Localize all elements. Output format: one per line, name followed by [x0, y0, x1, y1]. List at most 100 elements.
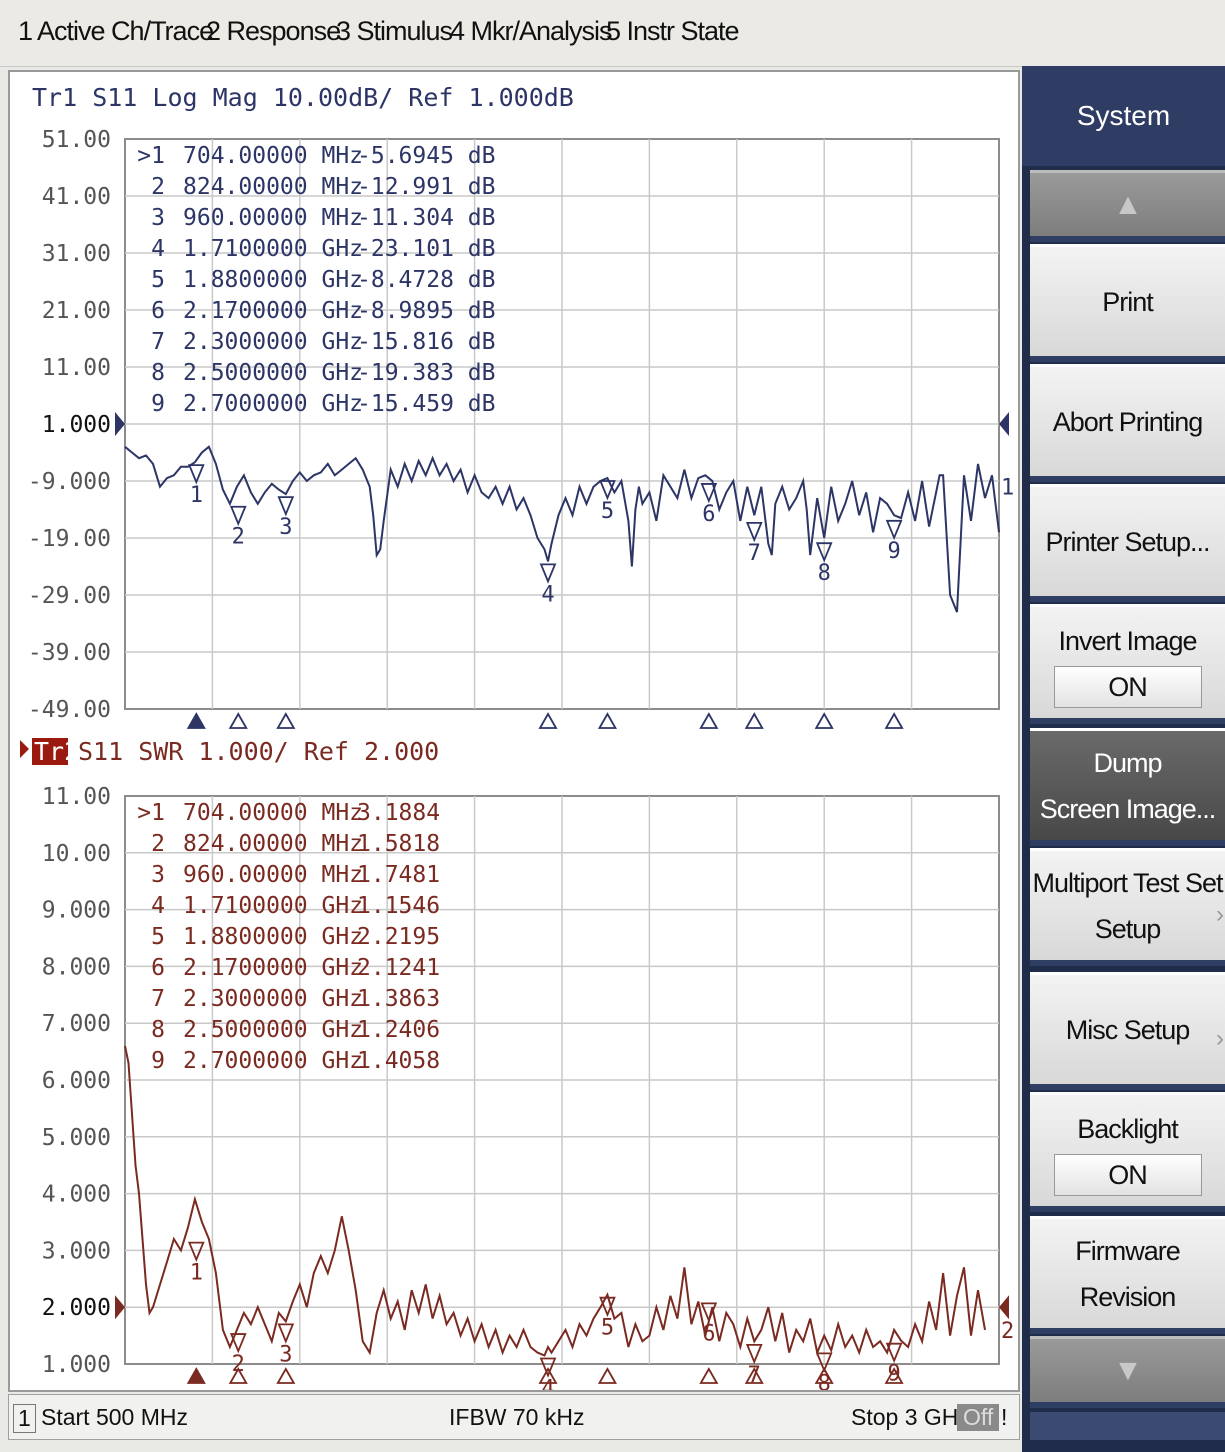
chart1-marker-table-id: 7	[151, 329, 165, 355]
chart2-trace-end-label: 2	[1001, 1319, 1014, 1344]
chart1-marker-table-freq: 1.8800000 GHz	[183, 267, 363, 293]
chart2-marker-position-indicator	[744, 1367, 764, 1384]
chart2-marker-symbol	[277, 1323, 295, 1344]
chart2-marker-symbol	[745, 1343, 763, 1365]
chart1-marker-table-freq: 1.7100000 GHz	[183, 236, 363, 262]
softkey-firmware-line1: Firmware	[1075, 1235, 1180, 1266]
chart2-marker-symbol	[815, 1352, 833, 1373]
chart2-marker-table-value: 1.5818	[357, 831, 440, 857]
chart2-marker-symbol	[885, 1342, 903, 1364]
chart2-ytick-label: 1.000	[42, 1352, 111, 1378]
chart1-marker-position-indicator	[228, 712, 248, 729]
chart1-marker-symbol	[187, 464, 205, 485]
softkey-bottom-strip	[1030, 1412, 1225, 1440]
chart2-marker-table-freq: 2.1700000 GHz	[183, 955, 363, 981]
chart1-ytick-label: -9.000	[28, 469, 111, 495]
backlight-value: ON	[1053, 1153, 1202, 1196]
chart2-marker-table-freq: 2.3000000 GHz	[183, 986, 363, 1012]
chart2-marker-table-freq: 704.00000 MHz	[183, 800, 363, 826]
menu-instr-state[interactable]: 5 Instr State	[606, 16, 740, 46]
chart1-marker-position-indicator	[597, 712, 617, 729]
softkey-print[interactable]: Print	[1030, 244, 1225, 362]
chart1-marker-symbol	[277, 496, 295, 517]
chart1-marker-label: 9	[887, 539, 900, 564]
menu-bar: 1 Active Ch/Trace 2 Response 3 Stimulus …	[0, 0, 1225, 67]
chart1-ytick-label: -19.00	[28, 526, 111, 552]
chart1-ytick-label: -49.00	[28, 697, 111, 723]
chart2-marker-label: 2	[232, 1352, 245, 1377]
chevron-right-icon: ›	[1216, 1024, 1224, 1052]
chart1-marker-position-indicator	[538, 712, 558, 729]
chart2-marker-position-indicator	[228, 1367, 248, 1384]
softkey-multiport-line1: Multiport Test Set	[1032, 867, 1223, 898]
softkey-printer-setup-label: Printer Setup...	[1045, 526, 1210, 557]
chart2-marker-position-indicator	[814, 1367, 834, 1384]
menu-response[interactable]: 2 Response	[206, 16, 341, 46]
chart2-marker-table-id: >1	[137, 800, 165, 826]
chart1-marker-table-id: 4	[151, 236, 165, 262]
softkey-misc-setup[interactable]: Misc Setup ›	[1030, 972, 1225, 1090]
chart2-marker-table-freq: 1.7100000 GHz	[183, 893, 363, 919]
softkey-multiport-test-set-setup[interactable]: Multiport Test Set Setup ›	[1030, 848, 1225, 966]
chart1-marker-table-freq: 960.00000 MHz	[183, 205, 363, 231]
status-stop: Stop 3 GHz	[851, 1404, 970, 1430]
status-bar: 1 Start 500 MHz IFBW 70 kHz Stop 3 GHz O…	[8, 1394, 1020, 1440]
chart2-marker-table-id: 6	[151, 955, 165, 981]
softkey-dump-screen-image[interactable]: Dump Screen Image...	[1030, 728, 1225, 846]
menu-stimulus[interactable]: 3 Stimulus	[336, 16, 453, 46]
chart2-ytick-label: 9.000	[42, 898, 111, 924]
chart1-marker-position-indicator	[744, 712, 764, 729]
status-off-indicator[interactable]: Off	[957, 1404, 1000, 1431]
softkey-abort-printing[interactable]: Abort Printing	[1030, 364, 1225, 482]
chart1-marker-table-freq: 2.3000000 GHz	[183, 329, 363, 355]
chart1-ref-arrow-left	[115, 412, 125, 436]
chart2-ref-arrow-right	[999, 1295, 1009, 1320]
chart2-marker-table-id: 7	[151, 986, 165, 1012]
chart2-ytick-label: 3.000	[42, 1238, 111, 1264]
chart2-marker-table-value: 3.1884	[357, 800, 440, 826]
softkey-firmware-revision[interactable]: Firmware Revision	[1030, 1216, 1225, 1334]
chart1-marker-table-freq: 2.7000000 GHz	[183, 391, 363, 417]
chart2-marker-position-indicator	[276, 1367, 296, 1384]
chart2-trace-header: S11 SWR 1.000/ Ref 2.000	[78, 737, 439, 766]
plot-panel: Tr1 S11 Log Mag 10.00dB/ Ref 1.000dB 51.0…	[8, 70, 1020, 1392]
softkey-abort-printing-label: Abort Printing	[1052, 406, 1204, 437]
chart1-ytick-label: 51.00	[42, 127, 111, 153]
softkey-dump-line2: Screen Image...	[1039, 793, 1217, 824]
chart1-marker-table-value: -5.6945 dB	[357, 143, 495, 169]
chart2-marker-table-freq: 824.00000 MHz	[183, 831, 363, 857]
chart2-marker-table-freq: 2.7000000 GHz	[183, 1048, 363, 1074]
chart1-marker-symbol	[229, 505, 247, 527]
chart1-ytick-label: 11.00	[42, 355, 111, 381]
softkey-dump-line1: Dump	[1093, 747, 1162, 778]
chart1-marker-table-id: 8	[151, 360, 165, 386]
chart1-marker-table-value: -8.9895 dB	[357, 298, 495, 324]
softkey-invert-image-label: Invert Image	[1058, 625, 1197, 656]
softkey-scroll-up[interactable]: ▲	[1030, 170, 1225, 242]
chart2-ytick-label: 11.00	[42, 784, 111, 810]
chart1-marker-table-value: -8.4728 dB	[357, 267, 495, 293]
chart2-ytick-label: 10.00	[42, 841, 111, 867]
chart1-trace-line	[124, 445, 1000, 613]
chart2-marker-table-value: 1.7481	[357, 862, 440, 888]
invert-image-value: ON	[1053, 665, 1202, 708]
softkey-scroll-down[interactable]: ▼	[1030, 1336, 1225, 1408]
softkey-printer-setup[interactable]: Printer Setup...	[1030, 484, 1225, 602]
menu-active-ch-trace[interactable]: 1 Active Ch/Trace	[18, 16, 214, 46]
chart1-marker-position-indicator	[884, 712, 904, 729]
chart2-ref-arrow-left	[115, 1295, 125, 1320]
chart2-marker-position-indicator	[699, 1367, 719, 1384]
chart1-marker-table-id: 5	[151, 267, 165, 293]
chart2-marker-position-indicator	[186, 1367, 206, 1384]
softkey-panel: System ▲ Print Abort Printing Printer Se…	[1022, 66, 1225, 1452]
chart1-marker-table-id: 2	[151, 174, 165, 200]
chart2-trace-label: Tr2	[34, 737, 79, 766]
softkey-backlight[interactable]: Backlight ON	[1030, 1092, 1225, 1212]
chart1-marker-label: 3	[279, 515, 292, 540]
softkey-invert-image[interactable]: Invert Image ON	[1030, 604, 1225, 724]
chart2-marker-position-indicator	[597, 1367, 617, 1384]
chart2-marker-table-freq: 960.00000 MHz	[183, 862, 363, 888]
chart1-ytick-label: 31.00	[42, 241, 111, 267]
menu-mkr-analysis[interactable]: 4 Mkr/Analysis	[450, 16, 613, 46]
chart-canvas: Tr1 S11 Log Mag 10.00dB/ Ref 1.000dB51.0…	[20, 83, 1014, 1390]
